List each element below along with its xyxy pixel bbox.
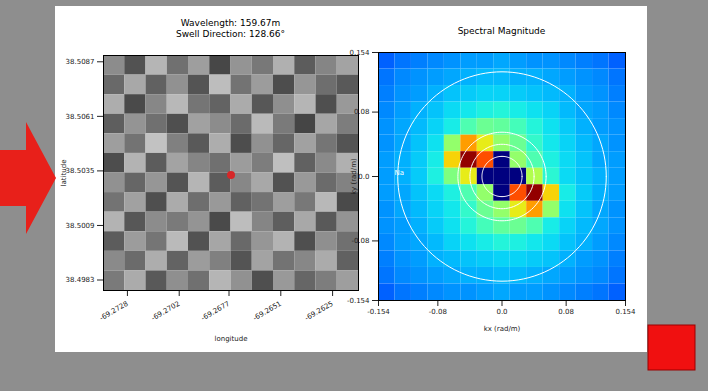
svg-text:0.154: 0.154 [615,308,636,316]
svg-text:latitude: latitude [60,160,68,187]
svg-text:longitude: longitude [215,335,248,343]
svg-text:38.5035: 38.5035 [66,167,95,175]
svg-text:ky (rad/m): ky (rad/m) [350,158,358,195]
html-text:Spectral Magnitude: Spectral Magnitude [457,26,546,36]
svg-text:0.0: 0.0 [496,308,507,316]
svg-text:-0.154: -0.154 [347,297,370,305]
svg-text:-69.2677: -69.2677 [200,300,231,323]
svg-text:0.154: 0.154 [349,49,370,57]
svg-text:kx (rad/m): kx (rad/m) [484,325,521,333]
svg-text:-69.2651: -69.2651 [252,300,283,323]
svg-text:38.5087: 38.5087 [66,58,95,66]
svg-text:0.08: 0.08 [558,308,574,316]
svg-text:-69.2728: -69.2728 [98,300,129,323]
html-text:Swell Direction: 128.66°: Swell Direction: 128.66° [176,29,285,39]
svg-text:38.5061: 38.5061 [66,113,95,121]
svg-text:Na: Na [395,169,405,177]
svg-text:-0.154: -0.154 [367,308,390,316]
html-text:Wavelength: 159.67m: Wavelength: 159.67m [180,18,281,28]
svg-text:38.5009: 38.5009 [66,222,95,230]
svg-text:-0.08: -0.08 [429,308,447,316]
svg-text:-69.2625: -69.2625 [303,300,334,323]
svg-text:0.0: 0.0 [358,173,369,181]
svg-text:-69.2702: -69.2702 [150,300,181,323]
svg-text:38.4983: 38.4983 [66,276,95,284]
svg-text:-0.08: -0.08 [351,237,369,245]
svg-text:0.08: 0.08 [354,108,370,116]
